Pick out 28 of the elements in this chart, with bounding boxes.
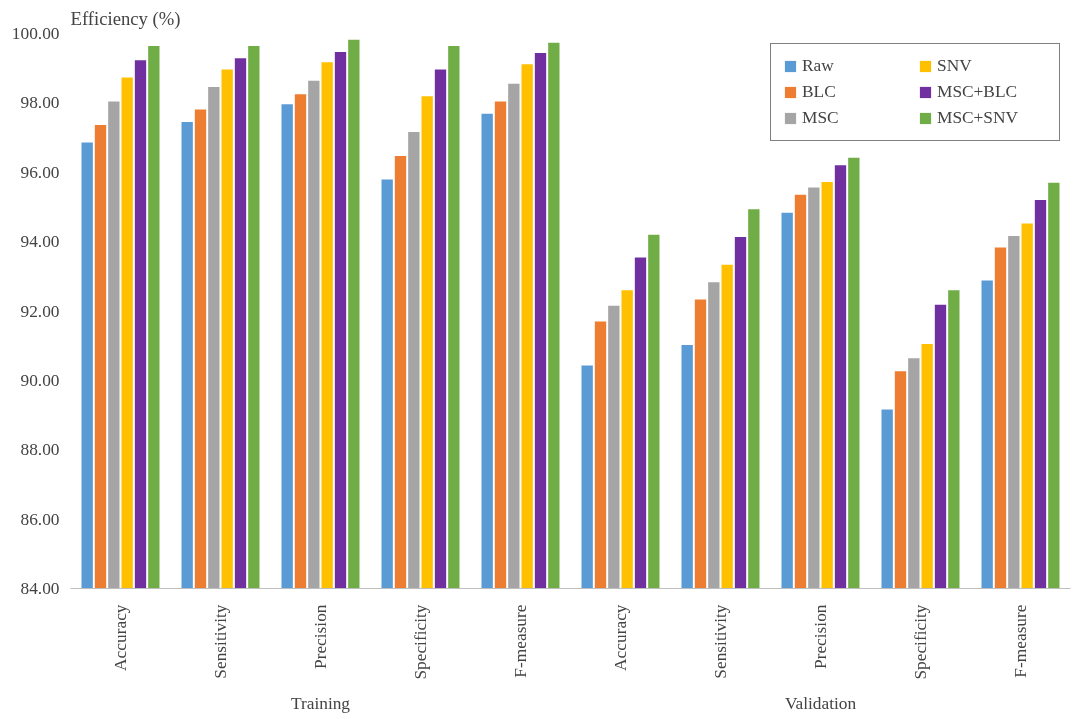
y-tick-label: 84.00: [20, 579, 60, 598]
text: Validation: [784, 693, 857, 713]
y-tick-label: 96.00: [20, 162, 60, 182]
x-tick-label: Precision: [311, 604, 330, 669]
y-tick-label: 92.00: [20, 301, 60, 321]
x-tick-label: Sensitivity: [211, 604, 230, 679]
x-tick-label: Accuracy: [611, 604, 630, 671]
text: Training: [290, 693, 351, 713]
y-tick-label: 88.00: [20, 440, 60, 460]
y-tick-label: 94.00: [20, 232, 60, 252]
x-tick-label: Accuracy: [111, 604, 130, 671]
x-tick-label: Sensitivity: [711, 604, 730, 679]
legend-label: Raw: [802, 56, 835, 76]
legend-label: MSC+SNV: [937, 108, 1020, 128]
x-tick-label: F-measure: [511, 604, 530, 678]
x-tick-label: F-measure: [1011, 604, 1030, 678]
x-tick-label: Precision: [811, 604, 830, 669]
x-tick-label: Specificity: [411, 604, 430, 680]
legend-label: BLC: [802, 82, 837, 102]
y-tick-label: 100.00: [11, 24, 60, 43]
x-tick-label: Specificity: [911, 604, 930, 680]
legend-label: SNV: [937, 56, 973, 76]
y-tick-label: 90.00: [20, 370, 60, 390]
y-tick-label: 86.00: [20, 509, 60, 529]
y-axis-title: Efficiency (%): [70, 7, 181, 30]
y-tick-label: 98.00: [20, 93, 60, 113]
legend-label: MSC: [802, 108, 840, 128]
legend-label: MSC+BLC: [937, 82, 1019, 102]
